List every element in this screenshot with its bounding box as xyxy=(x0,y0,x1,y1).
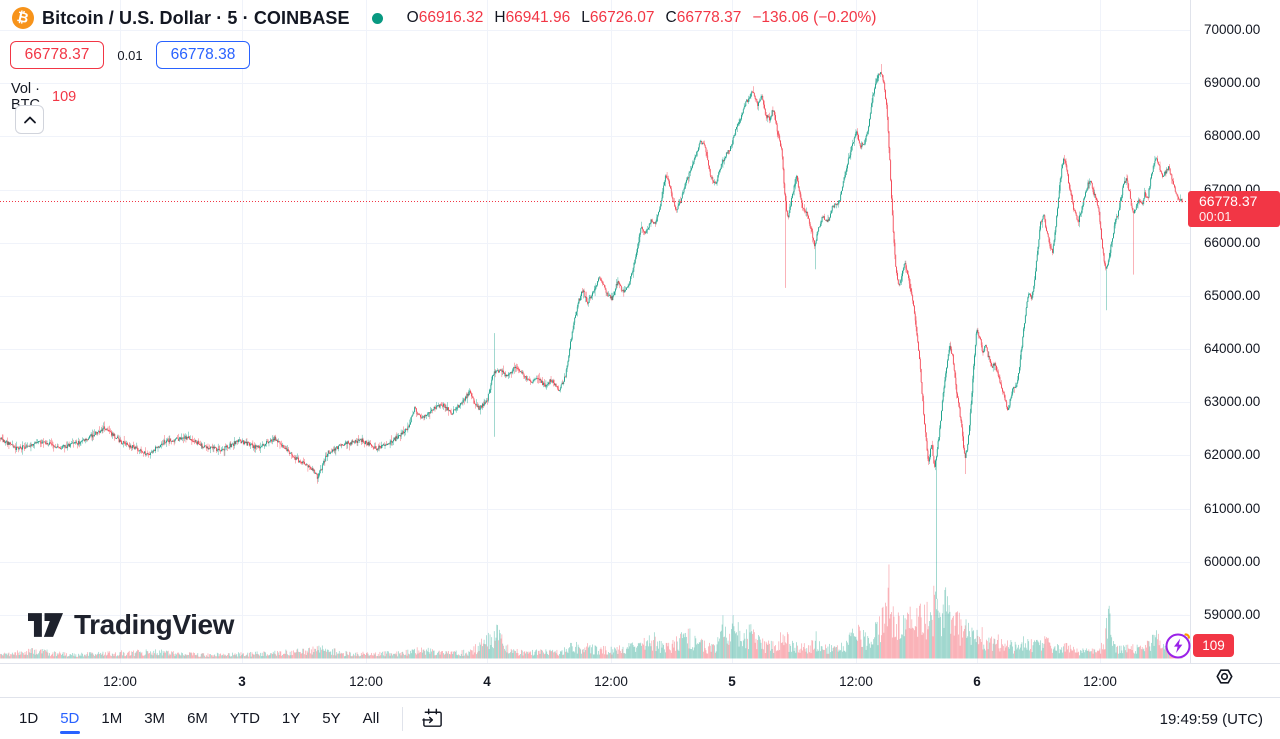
tradingview-watermark-text: TradingView xyxy=(74,609,235,640)
last-price-value: 66778.37 xyxy=(1199,193,1258,209)
change-value: −136.06 (−0.20%) xyxy=(752,9,877,26)
range-button-1m[interactable]: 1M xyxy=(91,704,132,733)
clock-utc[interactable]: 19:49:59 (UTC) xyxy=(1159,710,1263,728)
date-range-switcher: 1D 5D 1M 3M 6M YTD 1Y 5Y All xyxy=(8,704,390,733)
time-tick-label: 4 xyxy=(483,673,491,689)
bottom-toolbar: 1D 5D 1M 3M 6M YTD 1Y 5Y All 19:49:59 (UTC) xyxy=(0,697,1280,739)
last-price-label: 66778.37 00:01 xyxy=(1188,191,1280,227)
price-tick-label: 61000.00 xyxy=(1204,501,1261,516)
collapse-legend-button[interactable] xyxy=(15,105,44,134)
range-button-6m[interactable]: 6M xyxy=(177,704,218,733)
close-value: 66778.37 xyxy=(676,9,742,26)
time-tick-label: 12:00 xyxy=(1083,673,1117,689)
time-tick-label: 12:00 xyxy=(349,673,383,689)
open-value: 66916.32 xyxy=(418,9,484,26)
price-tick-label: 60000.00 xyxy=(1204,554,1261,569)
range-button-all[interactable]: All xyxy=(353,704,390,733)
range-button-ytd[interactable]: YTD xyxy=(220,704,270,733)
time-tick-label: 3 xyxy=(238,673,246,689)
price-tick-label: 65000.00 xyxy=(1204,288,1261,303)
symbol-title[interactable]: Bitcoin / U.S. Dollar · 5 · COINBASE xyxy=(42,7,350,28)
range-button-1d[interactable]: 1D xyxy=(9,704,48,733)
buy-price-button[interactable]: 66778.38 xyxy=(156,41,250,69)
calendar-icon xyxy=(421,708,442,727)
chevron-up-icon xyxy=(23,116,36,123)
volume-indicator-value: 109 xyxy=(52,89,77,105)
price-tick-label: 66000.00 xyxy=(1204,235,1261,250)
lightning-icon[interactable] xyxy=(1164,631,1193,660)
time-tick-label: 12:00 xyxy=(103,673,137,689)
time-tick-label: 12:00 xyxy=(594,673,628,689)
high-value: 66941.96 xyxy=(505,9,571,26)
toolbar-separator xyxy=(402,706,404,731)
open-label: O xyxy=(406,9,419,26)
price-tick-label: 59000.00 xyxy=(1204,607,1261,622)
scale-settings-gear-icon[interactable] xyxy=(1212,664,1236,688)
price-tick-label: 64000.00 xyxy=(1204,341,1261,356)
time-tick-label: 5 xyxy=(728,673,736,689)
close-label: C xyxy=(665,9,677,26)
ohlc-values: O66916.32 H66941.96 L66726.07 C66778.37 … xyxy=(407,9,888,27)
price-tick-label: 70000.00 xyxy=(1204,22,1261,37)
spread-value: 0.01 xyxy=(117,47,143,63)
range-button-5d[interactable]: 5D xyxy=(50,704,89,733)
low-value: 66726.07 xyxy=(589,9,655,26)
tradingview-logo-icon xyxy=(28,613,64,637)
price-tick-label: 63000.00 xyxy=(1204,394,1261,409)
symbol-row: ₿ Bitcoin / U.S. Dollar · 5 · COINBASE O… xyxy=(12,7,887,29)
time-tick-label: 12:00 xyxy=(839,673,873,689)
tradingview-watermark: TradingView xyxy=(28,609,234,641)
price-tick-label: 68000.00 xyxy=(1204,128,1261,143)
range-button-5y[interactable]: 5Y xyxy=(312,704,350,733)
low-label: L xyxy=(581,9,590,26)
go-to-date-button[interactable] xyxy=(417,704,447,734)
range-button-1y[interactable]: 1Y xyxy=(272,704,310,733)
bid-ask-row: 66778.37 0.01 66778.38 xyxy=(10,41,250,69)
price-tick-label: 62000.00 xyxy=(1204,447,1261,462)
range-button-3m[interactable]: 3M xyxy=(134,704,175,733)
volume-axis-badge: 109 xyxy=(1193,634,1234,657)
price-tick-label: 69000.00 xyxy=(1204,75,1261,90)
price-axis[interactable]: 70000.00 69000.00 68000.00 67000.00 66000.00… xyxy=(1188,0,1280,663)
market-status-dot[interactable] xyxy=(371,12,383,24)
sell-price-button[interactable]: 66778.37 xyxy=(10,41,104,69)
time-tick-label: 6 xyxy=(973,673,981,689)
bar-countdown: 00:01 xyxy=(1199,209,1232,224)
bitcoin-icon: ₿ xyxy=(12,7,34,29)
high-label: H xyxy=(494,9,506,26)
time-axis[interactable]: 12:00 3 12:00 4 12:00 5 12:00 6 12:00 xyxy=(0,663,1280,697)
